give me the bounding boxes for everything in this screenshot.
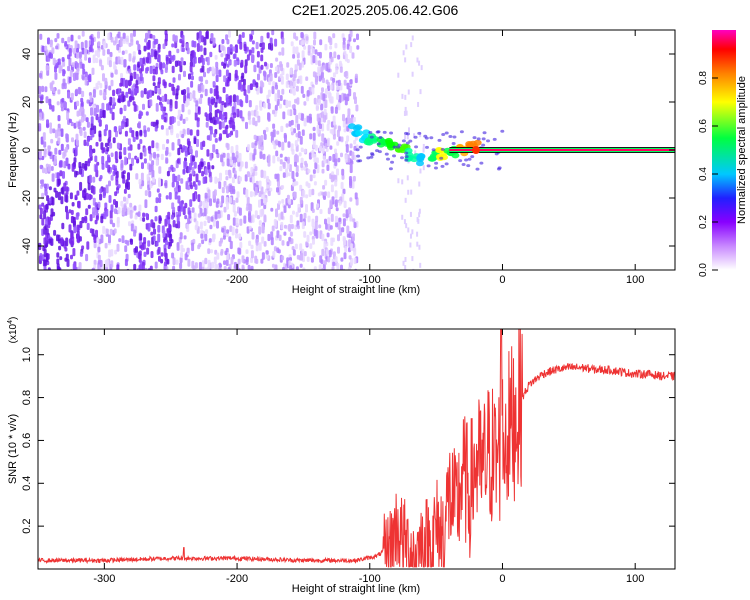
heatmap-x-tick-label: -200	[226, 274, 248, 286]
heatmap-y-tick-label: -20	[21, 190, 33, 206]
heatmap-x-tick-label: 0	[499, 274, 505, 286]
colorbar	[712, 30, 736, 270]
line-chart-frame	[37, 328, 676, 570]
line-chart-y-tick-label: 0.6	[21, 433, 33, 448]
line-chart-x-tick-label: 100	[626, 573, 644, 585]
colorbar-tick-label: 0.0	[698, 263, 709, 277]
colorbar-label: Normalized spectral amplitude	[736, 76, 748, 224]
heatmap-ylabel: Frequency (Hz)	[7, 112, 19, 188]
line-chart-y-tick-label: 0.8	[21, 390, 33, 405]
colorbar-tick-label: 0.8	[698, 71, 709, 85]
line-chart-y-tick-label: 0.4	[21, 476, 33, 491]
snr-series-line	[38, 329, 675, 568]
chart-title: C2E1.2025.205.06.42.G06	[291, 2, 459, 18]
line-chart-x-tick-label: -300	[93, 573, 115, 585]
line-chart-xlabel: Height of straight line (km)	[292, 583, 420, 595]
line-chart-y-tick-label: 0.2	[21, 518, 33, 533]
heatmap-xlabel: Height of straight line (km)	[292, 284, 420, 296]
colorbar-tick-label: 0.2	[698, 215, 709, 229]
heatmap-x-tick-label: -100	[359, 274, 381, 286]
colorbar-tick-label: 0.6	[698, 119, 709, 133]
spectrogram-heatmap	[38, 30, 675, 270]
snr-line-chart	[38, 329, 675, 568]
colorbar-tick-label: 0.4	[698, 167, 709, 181]
heatmap-x-tick-label: 100	[626, 274, 644, 286]
line-chart-scale-note: (x104)	[7, 317, 19, 344]
line-chart-y-tick-label: 1.0	[21, 347, 33, 362]
heatmap-y-tick-label: -40	[21, 238, 33, 254]
line-chart-x-tick-label: -100	[359, 573, 381, 585]
line-chart-x-tick-label: -200	[226, 573, 248, 585]
heatmap-y-tick-label: 20	[21, 96, 33, 108]
heatmap-y-tick-label: 0	[21, 147, 33, 153]
heatmap-x-tick-label: -300	[93, 274, 115, 286]
line-chart-ylabel: SNR (10 * v/v)	[7, 414, 19, 484]
heatmap-y-tick-label: 40	[21, 48, 33, 60]
line-chart-x-tick-label: 0	[499, 573, 505, 585]
